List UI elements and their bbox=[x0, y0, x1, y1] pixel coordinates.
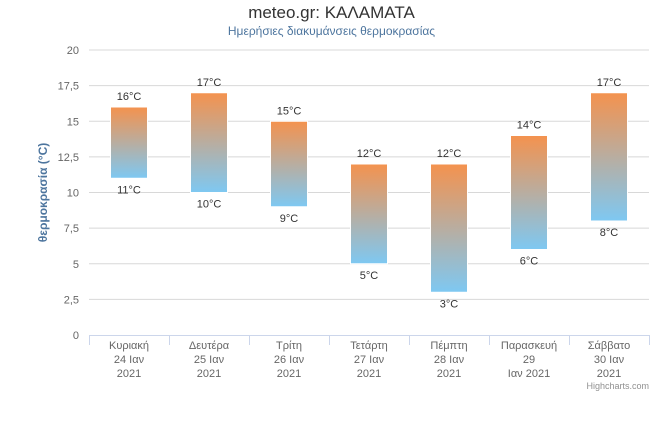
x-tick-label-line: Τετάρτη bbox=[350, 340, 388, 352]
x-tick-label-line: 26 Ιαν bbox=[274, 354, 305, 366]
range-bar bbox=[430, 163, 468, 293]
x-tick-label-line: 28 Ιαν bbox=[434, 354, 465, 366]
x-tick-label-line: 2021 bbox=[197, 368, 221, 380]
y-tick-label: 7,5 bbox=[64, 223, 79, 235]
x-tick-label: Πέμπτη 28 Ιαν 2021 bbox=[430, 340, 467, 380]
y-tick-label: 20 bbox=[67, 45, 79, 57]
x-tick-label-line: Πέμπτη bbox=[430, 340, 467, 352]
high-temp-label: 12°C bbox=[437, 148, 462, 160]
low-temp-label: 9°C bbox=[280, 213, 299, 225]
y-tick-label: 0 bbox=[73, 330, 79, 342]
high-temp-label: 15°C bbox=[277, 105, 302, 117]
y-axis-ticks: 0 2,5 5 7,5 10 12,5 15 17,5 20 bbox=[58, 45, 79, 342]
x-tick-label-line: Σάββατο bbox=[588, 340, 630, 352]
x-tick-label-line: 2021 bbox=[117, 368, 141, 380]
x-tick-label-line: Παρασκευή bbox=[501, 340, 557, 352]
grid-lines bbox=[89, 49, 649, 300]
x-axis: Κυριακή 24 Ιαν 2021 Δευτέρα 25 Ιαν 2021 Τρίτη 2… bbox=[89, 335, 650, 380]
low-temp-label: 10°C bbox=[197, 199, 222, 211]
x-tick-label-line: Τρίτη bbox=[276, 340, 302, 352]
x-tick-label: Κυριακή 24 Ιαν 2021 bbox=[109, 340, 149, 380]
x-tick-label-line: 27 Ιαν bbox=[354, 354, 385, 366]
range-bar bbox=[510, 135, 548, 250]
x-tick-label-line: 29 bbox=[523, 354, 535, 366]
range-bar bbox=[350, 163, 388, 265]
range-bar bbox=[110, 106, 148, 179]
x-tick-label-line: Δευτέρα bbox=[189, 340, 230, 352]
y-axis-title: θερμοκρασία (°C) bbox=[36, 143, 50, 242]
y-tick-label: 5 bbox=[73, 259, 79, 271]
x-tick-label: Σάββατο 30 Ιαν 2021 bbox=[588, 340, 630, 380]
x-tick-label-line: Κυριακή bbox=[109, 340, 149, 352]
high-temp-label: 14°C bbox=[517, 120, 542, 132]
high-temp-label: 17°C bbox=[197, 77, 222, 89]
x-tick-label-line: 2021 bbox=[277, 368, 301, 380]
y-tick-label: 2,5 bbox=[64, 294, 79, 306]
range-bar bbox=[270, 120, 308, 208]
y-tick-label: 17,5 bbox=[58, 81, 79, 93]
x-tick-label: Τετάρτη 27 Ιαν 2021 bbox=[350, 340, 388, 380]
x-tick-label-line: 30 Ιαν bbox=[594, 354, 625, 366]
y-tick-label: 10 bbox=[67, 188, 79, 200]
low-temp-label: 8°C bbox=[600, 227, 619, 239]
high-temp-label: 16°C bbox=[117, 91, 142, 103]
data-labels: 16°C 11°C 17°C 10°C 15°C 9°C 12°C 5°C 12°C 3°C 14°… bbox=[117, 77, 622, 311]
high-temp-label: 17°C bbox=[597, 77, 622, 89]
y-tick-label: 12,5 bbox=[58, 152, 79, 164]
x-tick-label-line: 24 Ιαν bbox=[114, 354, 145, 366]
low-temp-label: 11°C bbox=[117, 184, 141, 196]
range-bar bbox=[190, 92, 228, 193]
chart-title: meteo.gr: ΚΑΛΑΜΑΤΑ bbox=[248, 3, 415, 22]
x-tick-label: Δευτέρα 25 Ιαν 2021 bbox=[189, 340, 230, 380]
x-tick-label-line: Ιαν 2021 bbox=[508, 368, 550, 380]
x-tick-label-line: 2021 bbox=[597, 368, 621, 380]
x-tick-label-line: 2021 bbox=[437, 368, 461, 380]
y-tick-label: 15 bbox=[67, 116, 79, 128]
low-temp-label: 6°C bbox=[520, 256, 539, 268]
chart-subtitle: Ημερήσιες διακυμάνσεις θερμοκρασίας bbox=[227, 24, 436, 38]
x-tick-label: Παρασκευή 29 Ιαν 2021 bbox=[501, 340, 557, 380]
low-temp-label: 5°C bbox=[360, 270, 379, 282]
range-bars bbox=[110, 92, 628, 293]
range-bar bbox=[590, 92, 628, 222]
x-tick-label: Τρίτη 26 Ιαν 2021 bbox=[274, 340, 305, 380]
low-temp-label: 3°C bbox=[440, 298, 459, 310]
x-tick-label-line: 25 Ιαν bbox=[194, 354, 225, 366]
x-tick-label-line: 2021 bbox=[357, 368, 381, 380]
credits-link[interactable]: Highcharts.com bbox=[586, 381, 649, 391]
high-temp-label: 12°C bbox=[357, 148, 382, 160]
